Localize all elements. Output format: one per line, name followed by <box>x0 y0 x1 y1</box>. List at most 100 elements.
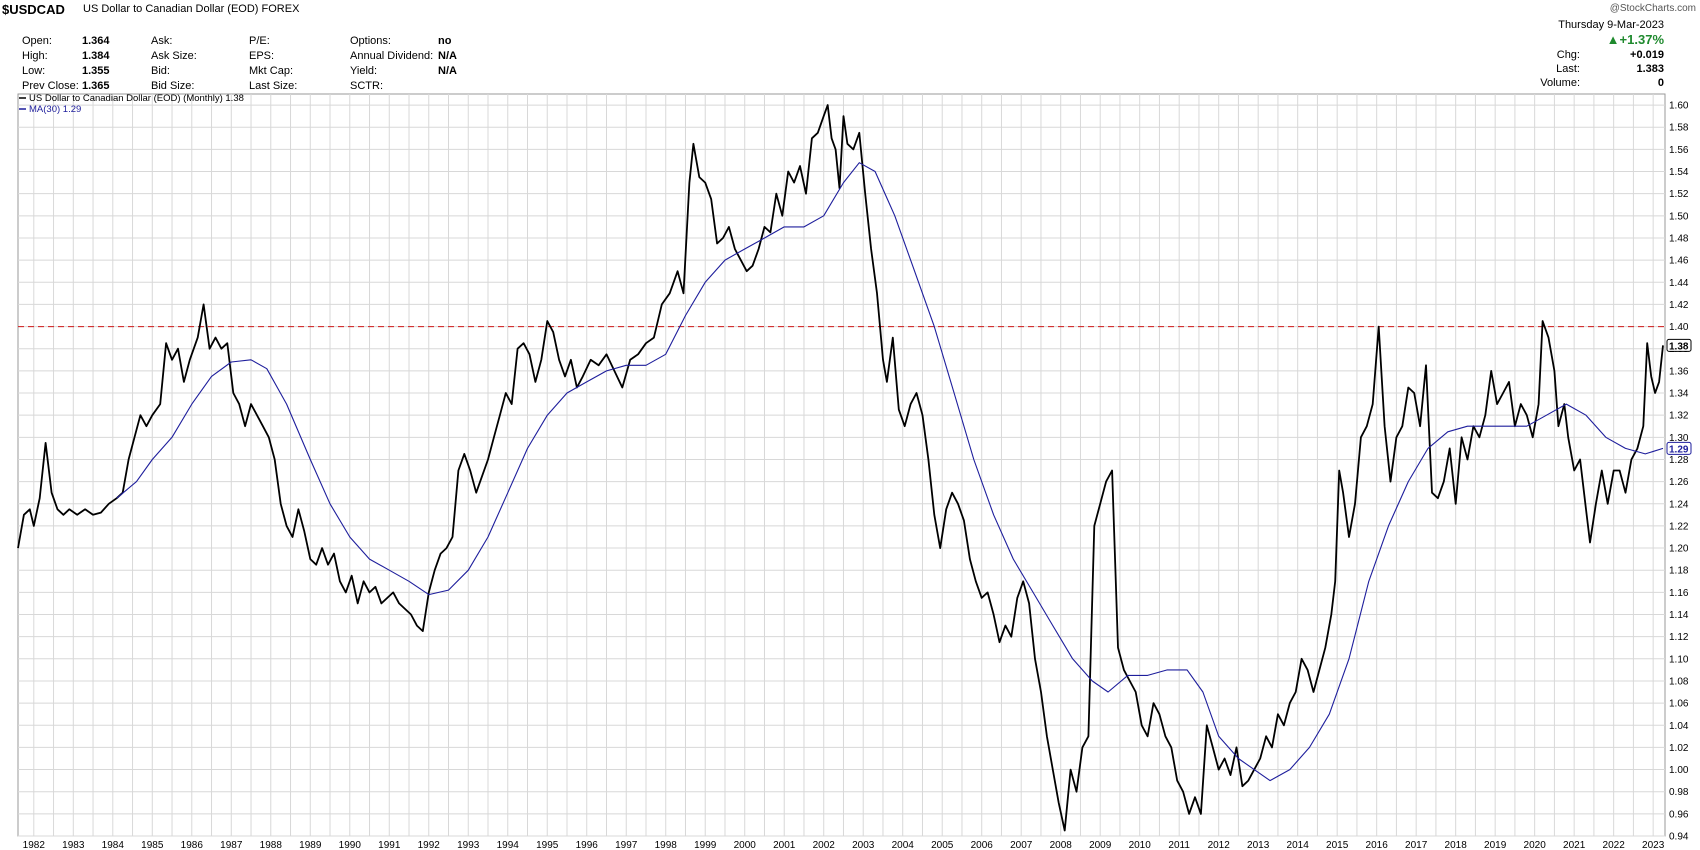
y-tick-label: 1.46 <box>1669 256 1689 267</box>
price-line <box>17 104 1664 832</box>
quote-label: Low: <box>22 65 46 77</box>
quote-label: Open: <box>22 35 52 47</box>
y-tick-label: 1.02 <box>1669 743 1689 754</box>
x-tick-label: 1996 <box>576 840 599 850</box>
quote-col-1: Open: 1.364 High: 1.384 Low: 1.355 Prev Clo… <box>22 34 110 94</box>
quote-label: Prev Close: <box>22 80 79 92</box>
y-tick-label: 1.48 <box>1669 233 1689 244</box>
y-tick-label: 1.16 <box>1669 588 1689 599</box>
x-tick-label: 1999 <box>694 840 717 850</box>
x-tick-label: 2011 <box>1168 840 1190 850</box>
y-tick-label: 1.06 <box>1669 699 1689 710</box>
quote-value: N/A <box>438 50 457 62</box>
x-tick-label: 2020 <box>1524 840 1547 850</box>
y-tick-label: 1.14 <box>1669 610 1689 621</box>
quote-date: Thursday 9-Mar-2023 <box>1558 19 1664 31</box>
quote-label: Annual Dividend: <box>350 50 434 62</box>
y-tick-label: 0.94 <box>1669 832 1689 843</box>
x-tick-label: 1993 <box>457 840 480 850</box>
last-label: Last: <box>1556 63 1580 75</box>
x-tick-label: 2022 <box>1603 840 1626 850</box>
y-tick-label: 0.96 <box>1669 809 1689 820</box>
volume-label: Volume: <box>1540 77 1580 89</box>
x-tick-label: 2004 <box>892 840 915 850</box>
last-price-tag-text: 1.38 <box>1669 341 1689 352</box>
change-percent-value: +1.37% <box>1619 32 1664 47</box>
y-tick-label: 1.36 <box>1669 366 1689 377</box>
x-tick-label: 2002 <box>813 840 836 850</box>
y-tick-label: 1.10 <box>1669 654 1689 665</box>
last-ma-tag: 1.29 <box>1666 441 1692 455</box>
y-tick-label: 1.32 <box>1669 411 1689 422</box>
last-ma-tag-text: 1.29 <box>1669 444 1689 455</box>
x-tick-label: 1985 <box>141 840 164 850</box>
x-tick-label: 2018 <box>1445 840 1468 850</box>
y-tick-label: 1.22 <box>1669 521 1689 532</box>
y-tick-label: 1.08 <box>1669 676 1689 687</box>
y-tick-label: 1.52 <box>1669 189 1689 200</box>
x-tick-label: 2007 <box>1010 840 1033 850</box>
quote-label: EPS: <box>249 50 275 62</box>
legend-entry: US Dollar to Canadian Dollar (EOD) (Mont… <box>29 93 244 104</box>
last-price-tag: 1.38 <box>1666 338 1692 352</box>
x-tick-label: 2006 <box>971 840 994 850</box>
y-tick-label: 1.20 <box>1669 544 1689 555</box>
ticker-symbol: $USDCAD <box>2 2 65 17</box>
x-tick-label: 2016 <box>1366 840 1389 850</box>
up-triangle-icon: ▲ <box>1606 32 1620 47</box>
y-tick-label: 1.12 <box>1669 632 1689 643</box>
change-percent: ▲+1.37% <box>1607 32 1664 47</box>
last-ma-tag-box <box>1666 441 1692 455</box>
ma-line <box>116 162 1664 782</box>
quote-label: SCTR: <box>350 80 383 92</box>
y-tick-label: 1.26 <box>1669 477 1689 488</box>
y-tick-label: 1.54 <box>1669 167 1689 178</box>
y-tick-label: 1.34 <box>1669 389 1689 400</box>
brand-logo[interactable]: @StockCharts.com <box>1609 3 1696 14</box>
x-tick-label: 2023 <box>1642 840 1665 850</box>
x-tick-label: 2009 <box>1089 840 1112 850</box>
x-tick-label: 2012 <box>1208 840 1231 850</box>
x-tick-label: 1983 <box>62 840 85 850</box>
x-tick-label: 1988 <box>260 840 283 850</box>
quote-label: Bid: <box>151 65 170 77</box>
quote-col-3: P/E: EPS: Mkt Cap: Last Size: <box>249 34 297 94</box>
volume-value: 0 <box>1657 77 1664 89</box>
chart-grid <box>17 93 1666 837</box>
y-tick-label: 1.58 <box>1669 123 1689 134</box>
x-tick-label: 1989 <box>299 840 322 850</box>
y-tick-label: 1.60 <box>1669 101 1689 112</box>
x-tick-label: 2008 <box>1050 840 1073 850</box>
x-tick-label: 1995 <box>536 840 559 850</box>
y-tick-label: 1.28 <box>1669 455 1689 466</box>
x-tick-label: 2014 <box>1287 840 1310 850</box>
quote-label: High: <box>22 50 48 62</box>
chg-value: +0.019 <box>1630 49 1664 61</box>
y-tick-label: 1.04 <box>1669 721 1689 732</box>
quote-label: Yield: <box>350 65 378 77</box>
quote-value: 1.384 <box>82 50 110 62</box>
quote-value: 1.364 <box>82 35 110 47</box>
y-tick-label: 0.98 <box>1669 787 1689 798</box>
legend-entry: MA(30) 1.29 <box>29 104 81 115</box>
x-tick-label: 1984 <box>102 840 125 850</box>
x-tick-label: 2015 <box>1326 840 1349 850</box>
x-tick-label: 2013 <box>1247 840 1270 850</box>
y-tick-label: 1.30 <box>1669 433 1689 444</box>
x-tick-label: 2001 <box>773 840 796 850</box>
quote-label: P/E: <box>249 35 270 47</box>
x-tick-label: 1994 <box>497 840 520 850</box>
y-tick-label: 1.00 <box>1669 765 1689 776</box>
y-tick-label: 1.44 <box>1669 278 1689 289</box>
x-tick-label: 1991 <box>378 840 401 850</box>
quote-col-2: Ask: Ask Size: Bid: Bid Size: <box>151 34 197 94</box>
quote-label: Ask: <box>151 35 173 47</box>
quote-value: N/A <box>438 65 457 77</box>
chg-label: Chg: <box>1556 49 1580 61</box>
quote-value: no <box>438 35 452 47</box>
quote-label: Mkt Cap: <box>249 65 294 77</box>
x-tick-label: 2003 <box>852 840 875 850</box>
x-tick-label: 1986 <box>181 840 204 850</box>
chart-legend: US Dollar to Canadian Dollar (EOD) (Mont… <box>19 93 244 115</box>
